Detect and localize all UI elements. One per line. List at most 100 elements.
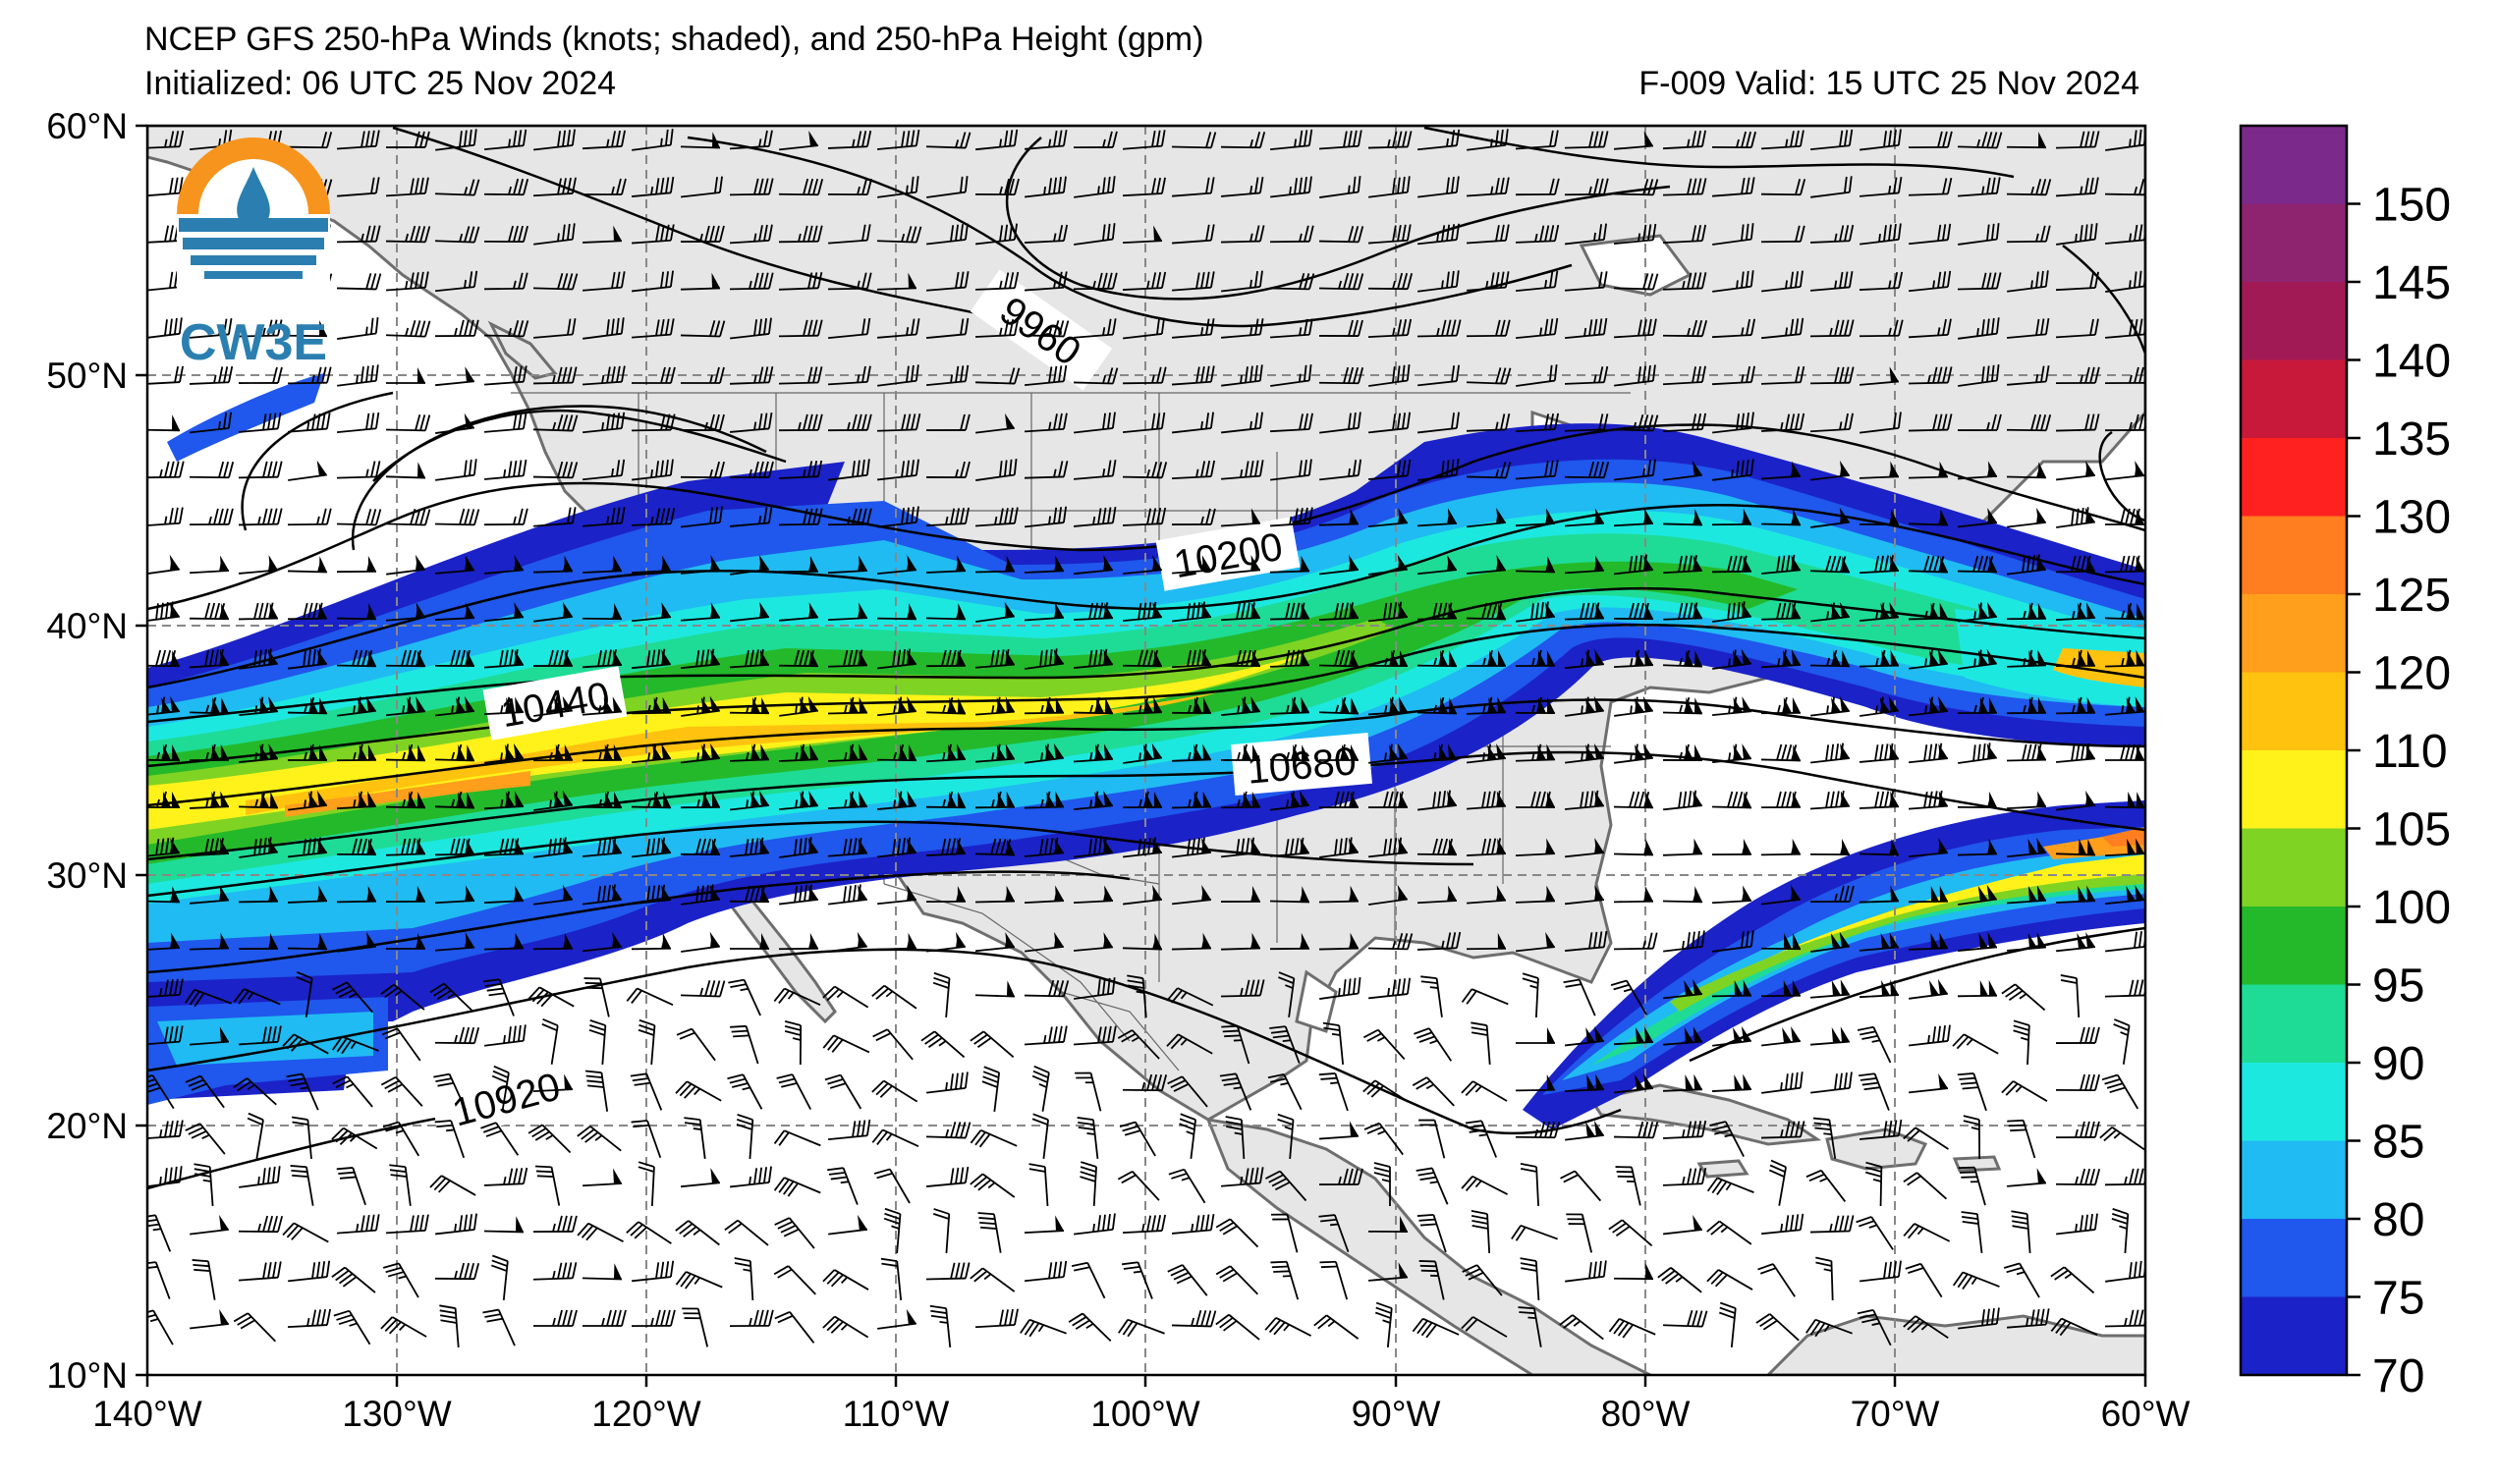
wind-barb bbox=[2055, 271, 2099, 292]
wind-barb bbox=[527, 986, 575, 1008]
wind-barb bbox=[682, 1307, 709, 1347]
wind-barb bbox=[1270, 459, 1312, 481]
wind-barb bbox=[336, 838, 377, 855]
wind-barb bbox=[729, 178, 774, 196]
wind-barb bbox=[827, 649, 868, 668]
wind-barb bbox=[1171, 132, 1217, 149]
wind-barb bbox=[828, 317, 871, 340]
wind-barb bbox=[1417, 223, 1461, 246]
wind-barb bbox=[583, 884, 622, 906]
wind-barb bbox=[238, 366, 283, 384]
wind-barb bbox=[1122, 130, 1166, 150]
wind-barb bbox=[729, 932, 770, 950]
wind-barb bbox=[582, 555, 623, 574]
initialized-time: Initialized: 06 UTC 25 Nov 2024 bbox=[144, 65, 617, 102]
wind-barb bbox=[1614, 554, 1653, 576]
wind-barb bbox=[582, 603, 623, 621]
wind-barb bbox=[1859, 649, 1900, 668]
wind-barb bbox=[1563, 978, 1596, 1017]
wind-barb bbox=[336, 555, 377, 574]
wind-barb bbox=[1755, 1313, 1800, 1342]
colorbar-label: 120 bbox=[2372, 648, 2451, 700]
wind-barb bbox=[1119, 1121, 1156, 1157]
wind-barb bbox=[925, 649, 967, 668]
wind-barb bbox=[877, 791, 917, 810]
wind-barb bbox=[828, 884, 867, 906]
wind-barb bbox=[827, 696, 868, 715]
wind-barb bbox=[1662, 319, 1708, 338]
wind-barb bbox=[1963, 1115, 1981, 1160]
wind-barb bbox=[1903, 1127, 1949, 1150]
wind-barb bbox=[827, 791, 868, 810]
wind-barb bbox=[1123, 317, 1165, 340]
wind-barb bbox=[1368, 884, 1408, 906]
wind-barb bbox=[925, 271, 970, 292]
wind-barb bbox=[871, 1128, 919, 1147]
wind-barb bbox=[238, 885, 279, 904]
wind-barb bbox=[2013, 1019, 2030, 1066]
wind-barb bbox=[583, 932, 622, 953]
wind-barb bbox=[1516, 317, 1559, 339]
wind-barb bbox=[1712, 1025, 1751, 1047]
wind-barb bbox=[729, 224, 773, 245]
wind-barb bbox=[727, 1073, 763, 1110]
wind-barb bbox=[1024, 224, 1069, 244]
wind-barb bbox=[1318, 649, 1360, 668]
wind-barb bbox=[582, 1309, 627, 1327]
wind-barb bbox=[1166, 1033, 1213, 1055]
wind-barb bbox=[484, 742, 524, 764]
wind-barb bbox=[974, 1308, 1019, 1329]
wind-barb bbox=[1859, 979, 1900, 999]
wind-barb bbox=[925, 132, 971, 149]
wind-barb bbox=[239, 1166, 281, 1188]
wind-barb bbox=[1367, 272, 1414, 291]
wind-barb bbox=[1515, 1121, 1561, 1139]
wind-barb bbox=[1270, 129, 1313, 151]
wind-barb bbox=[822, 985, 869, 1009]
wind-barb bbox=[1565, 1120, 1604, 1141]
wind-barb bbox=[883, 1207, 902, 1253]
wind-barb bbox=[2007, 554, 2046, 576]
wind-barb bbox=[1318, 791, 1360, 809]
wind-barb bbox=[778, 225, 823, 244]
wind-barb bbox=[1564, 413, 1609, 432]
valid-time: F-009 Valid: 15 UTC 25 Nov 2024 bbox=[1638, 65, 2139, 102]
wind-barb bbox=[1318, 602, 1360, 621]
wind-barb bbox=[1461, 1316, 1508, 1338]
wind-barb bbox=[1420, 975, 1443, 1017]
wind-barb bbox=[434, 179, 480, 196]
wind-barb bbox=[434, 885, 475, 905]
wind-barb bbox=[631, 366, 676, 384]
wind-barb bbox=[1074, 932, 1114, 952]
wind-barb bbox=[1515, 130, 1559, 150]
wind-barb bbox=[287, 556, 328, 574]
wind-barb bbox=[1171, 791, 1212, 809]
wind-barb bbox=[1909, 838, 1949, 858]
wind-barb bbox=[1810, 601, 1850, 623]
wind-barb bbox=[147, 932, 181, 952]
wind-barb bbox=[1711, 1073, 1752, 1092]
wind-barb bbox=[287, 320, 328, 338]
wind-barb bbox=[774, 1217, 815, 1249]
wind-barb bbox=[1810, 129, 1854, 151]
wind-barb bbox=[680, 791, 721, 809]
wind-barb bbox=[1515, 178, 1560, 196]
wind-barb bbox=[247, 1112, 264, 1159]
wind-barb bbox=[631, 791, 672, 809]
wind-barb bbox=[287, 696, 328, 715]
wind-barb bbox=[778, 508, 823, 526]
wind-barb bbox=[2006, 413, 2052, 432]
wind-barb bbox=[680, 602, 721, 622]
wind-barb bbox=[974, 367, 1021, 385]
wind-barb bbox=[1614, 364, 1656, 387]
wind-barb bbox=[1466, 790, 1507, 810]
wind-barb bbox=[1515, 743, 1556, 762]
wind-barb bbox=[533, 884, 573, 906]
wind-barb bbox=[877, 555, 917, 576]
wind-barb bbox=[1760, 179, 1806, 196]
wind-barb bbox=[1865, 1161, 1883, 1207]
wind-barb bbox=[1269, 507, 1313, 527]
wind-barb bbox=[286, 1072, 319, 1111]
wind-barb bbox=[1663, 979, 1702, 1000]
wind-barb bbox=[2056, 932, 2095, 953]
